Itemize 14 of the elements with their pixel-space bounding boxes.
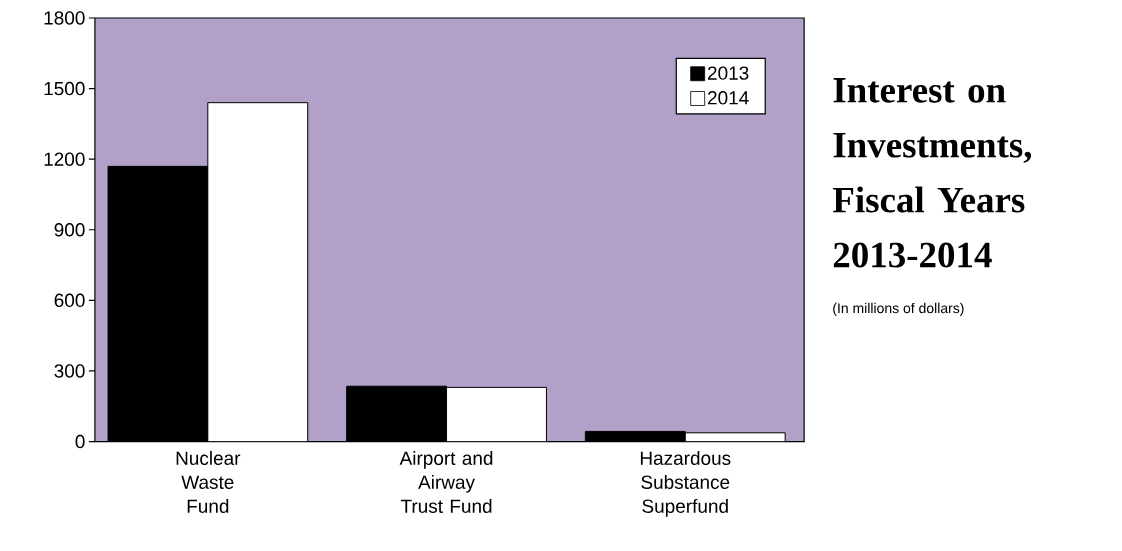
- y-tick-label: 0: [75, 434, 85, 449]
- text: (In millions of dollars): [833, 302, 964, 316]
- y-tick-label: 600: [54, 293, 85, 307]
- y-tick-label: 1800: [44, 11, 85, 25]
- y-tick-label: 300: [54, 364, 85, 378]
- legend-label: 2014: [708, 90, 749, 105]
- y-tick-label: 900: [54, 222, 85, 237]
- x-tick-label: Nuclear Waste Fund: [176, 450, 241, 513]
- legend-label: 2013: [708, 66, 749, 80]
- x-tick-label: Hazardous Substance Superfund: [640, 450, 731, 517]
- x-tick-label: Airport and Airway Trust Fund: [399, 450, 493, 513]
- text: Interest on Investments, Fiscal Years 2013-2014: [832, 77, 1032, 268]
- y-tick-label: 1200: [44, 152, 85, 166]
- y-tick-label: 1500: [44, 81, 85, 96]
